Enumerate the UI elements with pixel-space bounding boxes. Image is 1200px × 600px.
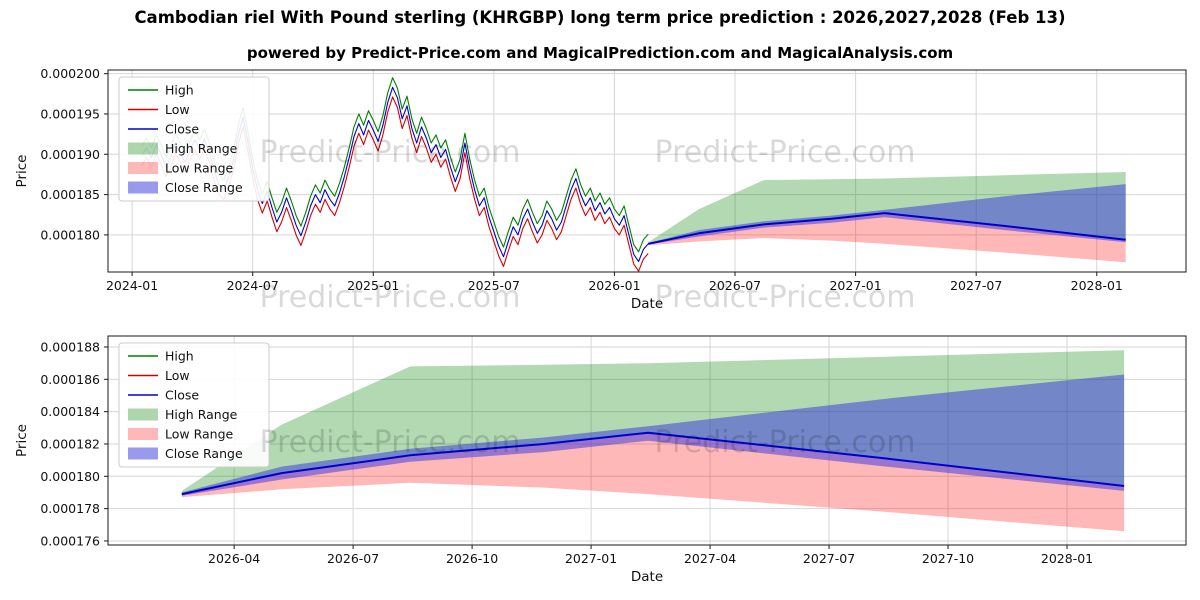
forecast-detail-chart-frame bbox=[107, 335, 1187, 546]
x-tick-label: 2026-04 bbox=[208, 551, 260, 566]
y-tick-label: 0.000176 bbox=[40, 533, 100, 548]
watermark-text: Predict-Price.com bbox=[655, 135, 916, 170]
watermark-text: Predict-Price.com bbox=[655, 425, 916, 460]
watermark-text: Predict-Price.com bbox=[260, 425, 521, 460]
x-tick-label: 2026-07 bbox=[709, 278, 761, 293]
legend-label: Close Range bbox=[165, 180, 243, 195]
y-tick-label: 0.000184 bbox=[40, 404, 100, 419]
x-tick-label: 2027-04 bbox=[684, 551, 736, 566]
legend-label: Close bbox=[165, 388, 199, 403]
y-tick-label: 0.000200 bbox=[40, 66, 100, 81]
legend-label: Low bbox=[165, 102, 190, 117]
history-and-forecast-chart: 2024-01 2024-07 2025-01 2025-07 2026-01 2026-… bbox=[14, 66, 1187, 312]
legend-sample-high-range bbox=[128, 142, 158, 155]
x-tick-label: 2025-01 bbox=[347, 278, 399, 293]
legend-label: Low Range bbox=[165, 427, 234, 442]
legend-label: High bbox=[165, 83, 194, 98]
forecast-close-line bbox=[181, 431, 1125, 496]
history-and-forecast-chart-xlabel: Date bbox=[631, 296, 663, 312]
y-tick-label: 0.000182 bbox=[40, 436, 100, 451]
x-tick-label: 2026-01 bbox=[588, 278, 640, 293]
x-tick-label: 2028-01 bbox=[1041, 551, 1093, 566]
history-and-forecast-chart-ylabel: Price bbox=[14, 155, 30, 188]
legend-label: Close bbox=[165, 122, 199, 137]
forecast-detail-chart: 2026-04 2026-07 2026-10 2027-01 2027-04 2027-… bbox=[14, 335, 1187, 585]
y-tick-label: 0.000190 bbox=[40, 147, 100, 162]
legend-sample-high-range bbox=[128, 408, 158, 421]
history-and-forecast-chart-legend: High Low Close High Range Low Range Close Ran… bbox=[118, 76, 270, 202]
y-tick-label: 0.000180 bbox=[40, 469, 100, 484]
forecast-detail-chart-xlabel: Date bbox=[631, 569, 663, 585]
y-tick-label: 0.000178 bbox=[40, 501, 100, 516]
legend-label: High bbox=[165, 349, 194, 364]
legend-label: Close Range bbox=[165, 446, 243, 461]
x-tick-label: 2024-07 bbox=[227, 278, 279, 293]
x-tick-label: 2028-01 bbox=[1071, 278, 1123, 293]
x-tick-label: 2027-07 bbox=[950, 278, 1002, 293]
legend-label: High Range bbox=[165, 141, 238, 156]
figure-subtitle: powered by Predict-Price.com and Magical… bbox=[246, 44, 954, 62]
legend-label: High Range bbox=[165, 407, 238, 422]
y-tick-label: 0.000180 bbox=[40, 227, 100, 242]
x-tick-label: 2027-10 bbox=[922, 551, 974, 566]
legend-sample-low-range bbox=[128, 162, 158, 174]
watermark-text: Predict-Price.com bbox=[260, 135, 521, 170]
legend-sample-close-range bbox=[128, 447, 158, 460]
y-tick-label: 0.000188 bbox=[40, 339, 100, 354]
x-tick-label: 2027-01 bbox=[829, 278, 881, 293]
x-tick-label: 2026-07 bbox=[327, 551, 379, 566]
figure-title: Cambodian riel With Pound sterling (KHRG… bbox=[134, 8, 1066, 27]
forecast-close-line bbox=[647, 212, 1126, 245]
watermark-text: Predict-Price.com bbox=[260, 280, 521, 315]
history-and-forecast-chart-frame bbox=[107, 69, 1187, 273]
forecast-detail-chart-ylabel: Price bbox=[14, 424, 30, 457]
legend-label: Low bbox=[165, 368, 190, 383]
close-range-band bbox=[181, 374, 1125, 496]
y-tick-label: 0.000185 bbox=[40, 187, 100, 202]
x-tick-label: 2025-07 bbox=[468, 278, 520, 293]
legend-label: Low Range bbox=[165, 161, 234, 176]
legend-sample-close-range bbox=[128, 181, 158, 194]
x-tick-label: 2026-10 bbox=[446, 551, 498, 566]
x-tick-label: 2024-01 bbox=[106, 278, 158, 293]
y-tick-label: 0.000195 bbox=[40, 106, 100, 121]
x-tick-label: 2027-01 bbox=[565, 551, 617, 566]
x-tick-label: 2027-07 bbox=[803, 551, 855, 566]
watermark-text: Predict-Price.com bbox=[655, 280, 916, 315]
y-tick-label: 0.000186 bbox=[40, 372, 100, 387]
legend-sample-low-range bbox=[128, 428, 158, 440]
forecast-detail-chart-legend: High Low Close High Range Low Range Close Ran… bbox=[118, 342, 270, 468]
